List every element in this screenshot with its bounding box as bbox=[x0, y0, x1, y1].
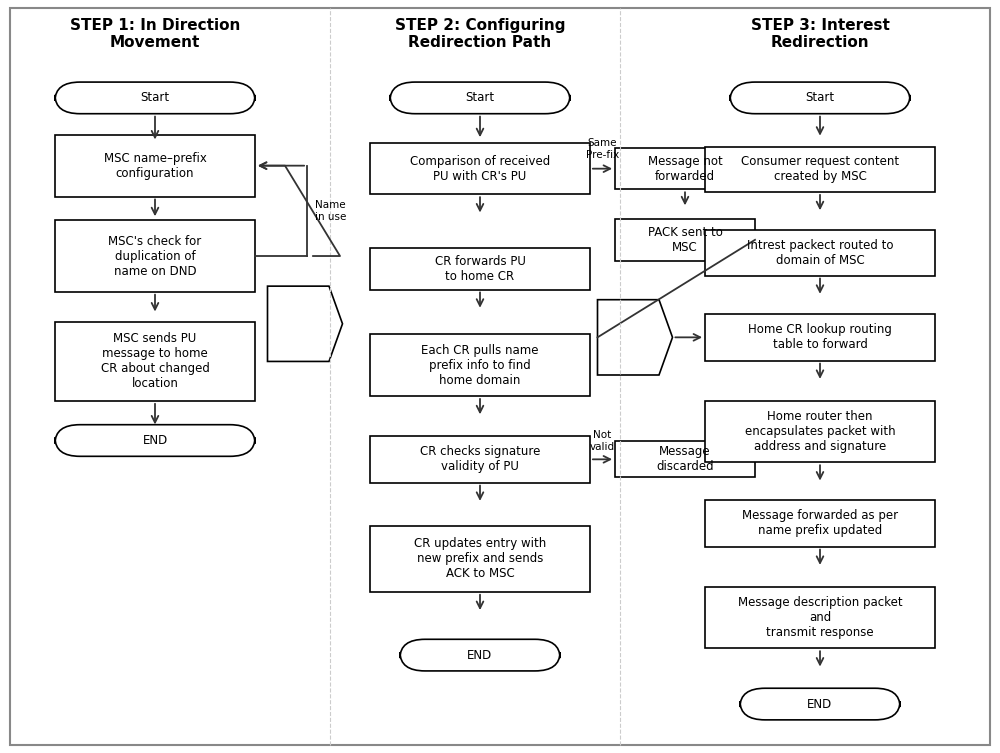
Text: Intrest packect routed to
domain of MSC: Intrest packect routed to domain of MSC bbox=[747, 239, 893, 267]
Text: Message not
forwarded: Message not forwarded bbox=[648, 154, 722, 183]
Text: CR forwards PU
to home CR: CR forwards PU to home CR bbox=[435, 255, 525, 283]
Text: MSC sends PU
message to home
CR about changed
location: MSC sends PU message to home CR about ch… bbox=[101, 332, 209, 391]
Text: PACK sent to
MSC: PACK sent to MSC bbox=[648, 226, 722, 254]
Text: END: END bbox=[142, 434, 168, 447]
Text: Consumer request content
created by MSC: Consumer request content created by MSC bbox=[741, 155, 899, 184]
Bar bbox=[370, 143, 590, 194]
Text: STEP 3: Interest
Redirection: STEP 3: Interest Redirection bbox=[751, 17, 889, 50]
Text: Start: Start bbox=[140, 91, 170, 105]
FancyBboxPatch shape bbox=[740, 688, 900, 720]
Text: Start: Start bbox=[465, 91, 495, 105]
Text: CR checks signature
validity of PU: CR checks signature validity of PU bbox=[420, 445, 540, 474]
Bar bbox=[705, 314, 935, 361]
Text: Home router then
encapsulates packet with
address and signature: Home router then encapsulates packet wit… bbox=[745, 410, 895, 453]
Text: Home CR lookup routing
table to forward: Home CR lookup routing table to forward bbox=[748, 323, 892, 352]
Bar bbox=[615, 441, 755, 477]
Bar bbox=[370, 526, 590, 592]
Bar bbox=[705, 401, 935, 462]
FancyBboxPatch shape bbox=[730, 82, 910, 114]
Bar bbox=[705, 587, 935, 648]
FancyBboxPatch shape bbox=[390, 82, 570, 114]
Text: MSC's check for
duplication of
name on DND: MSC's check for duplication of name on D… bbox=[108, 234, 202, 278]
FancyBboxPatch shape bbox=[55, 425, 255, 456]
Polygon shape bbox=[598, 300, 672, 375]
Text: STEP 1: In Direction
Movement: STEP 1: In Direction Movement bbox=[70, 17, 240, 50]
Polygon shape bbox=[268, 286, 342, 361]
Text: Not
valid: Not valid bbox=[590, 430, 615, 452]
Bar bbox=[615, 148, 755, 190]
Text: END: END bbox=[467, 648, 493, 662]
Text: Message forwarded as per
name prefix updated: Message forwarded as per name prefix upd… bbox=[742, 509, 898, 538]
Bar bbox=[370, 248, 590, 289]
Text: Same
Pre-fix: Same Pre-fix bbox=[586, 138, 619, 160]
Text: Comparison of received
PU with CR's PU: Comparison of received PU with CR's PU bbox=[410, 154, 550, 183]
Bar bbox=[370, 334, 590, 396]
Bar bbox=[370, 436, 590, 483]
Text: Each CR pulls name
prefix info to find
home domain: Each CR pulls name prefix info to find h… bbox=[421, 343, 539, 387]
Bar bbox=[705, 147, 935, 192]
Text: END: END bbox=[807, 697, 833, 711]
Text: Name
in use: Name in use bbox=[315, 200, 346, 221]
FancyBboxPatch shape bbox=[55, 82, 255, 114]
Text: Message
discarded: Message discarded bbox=[656, 445, 714, 474]
Bar bbox=[615, 219, 755, 261]
Text: CR updates entry with
new prefix and sends
ACK to MSC: CR updates entry with new prefix and sen… bbox=[414, 537, 546, 581]
Bar bbox=[705, 500, 935, 547]
Bar bbox=[55, 322, 255, 401]
Text: Message description packet
and
transmit response: Message description packet and transmit … bbox=[738, 596, 902, 639]
Bar bbox=[705, 230, 935, 276]
Bar bbox=[55, 135, 255, 197]
Text: Start: Start bbox=[805, 91, 835, 105]
Bar bbox=[55, 220, 255, 291]
FancyBboxPatch shape bbox=[400, 639, 560, 671]
Text: STEP 2: Configuring
Redirection Path: STEP 2: Configuring Redirection Path bbox=[395, 17, 565, 50]
Text: MSC name–prefix
configuration: MSC name–prefix configuration bbox=[104, 151, 206, 180]
